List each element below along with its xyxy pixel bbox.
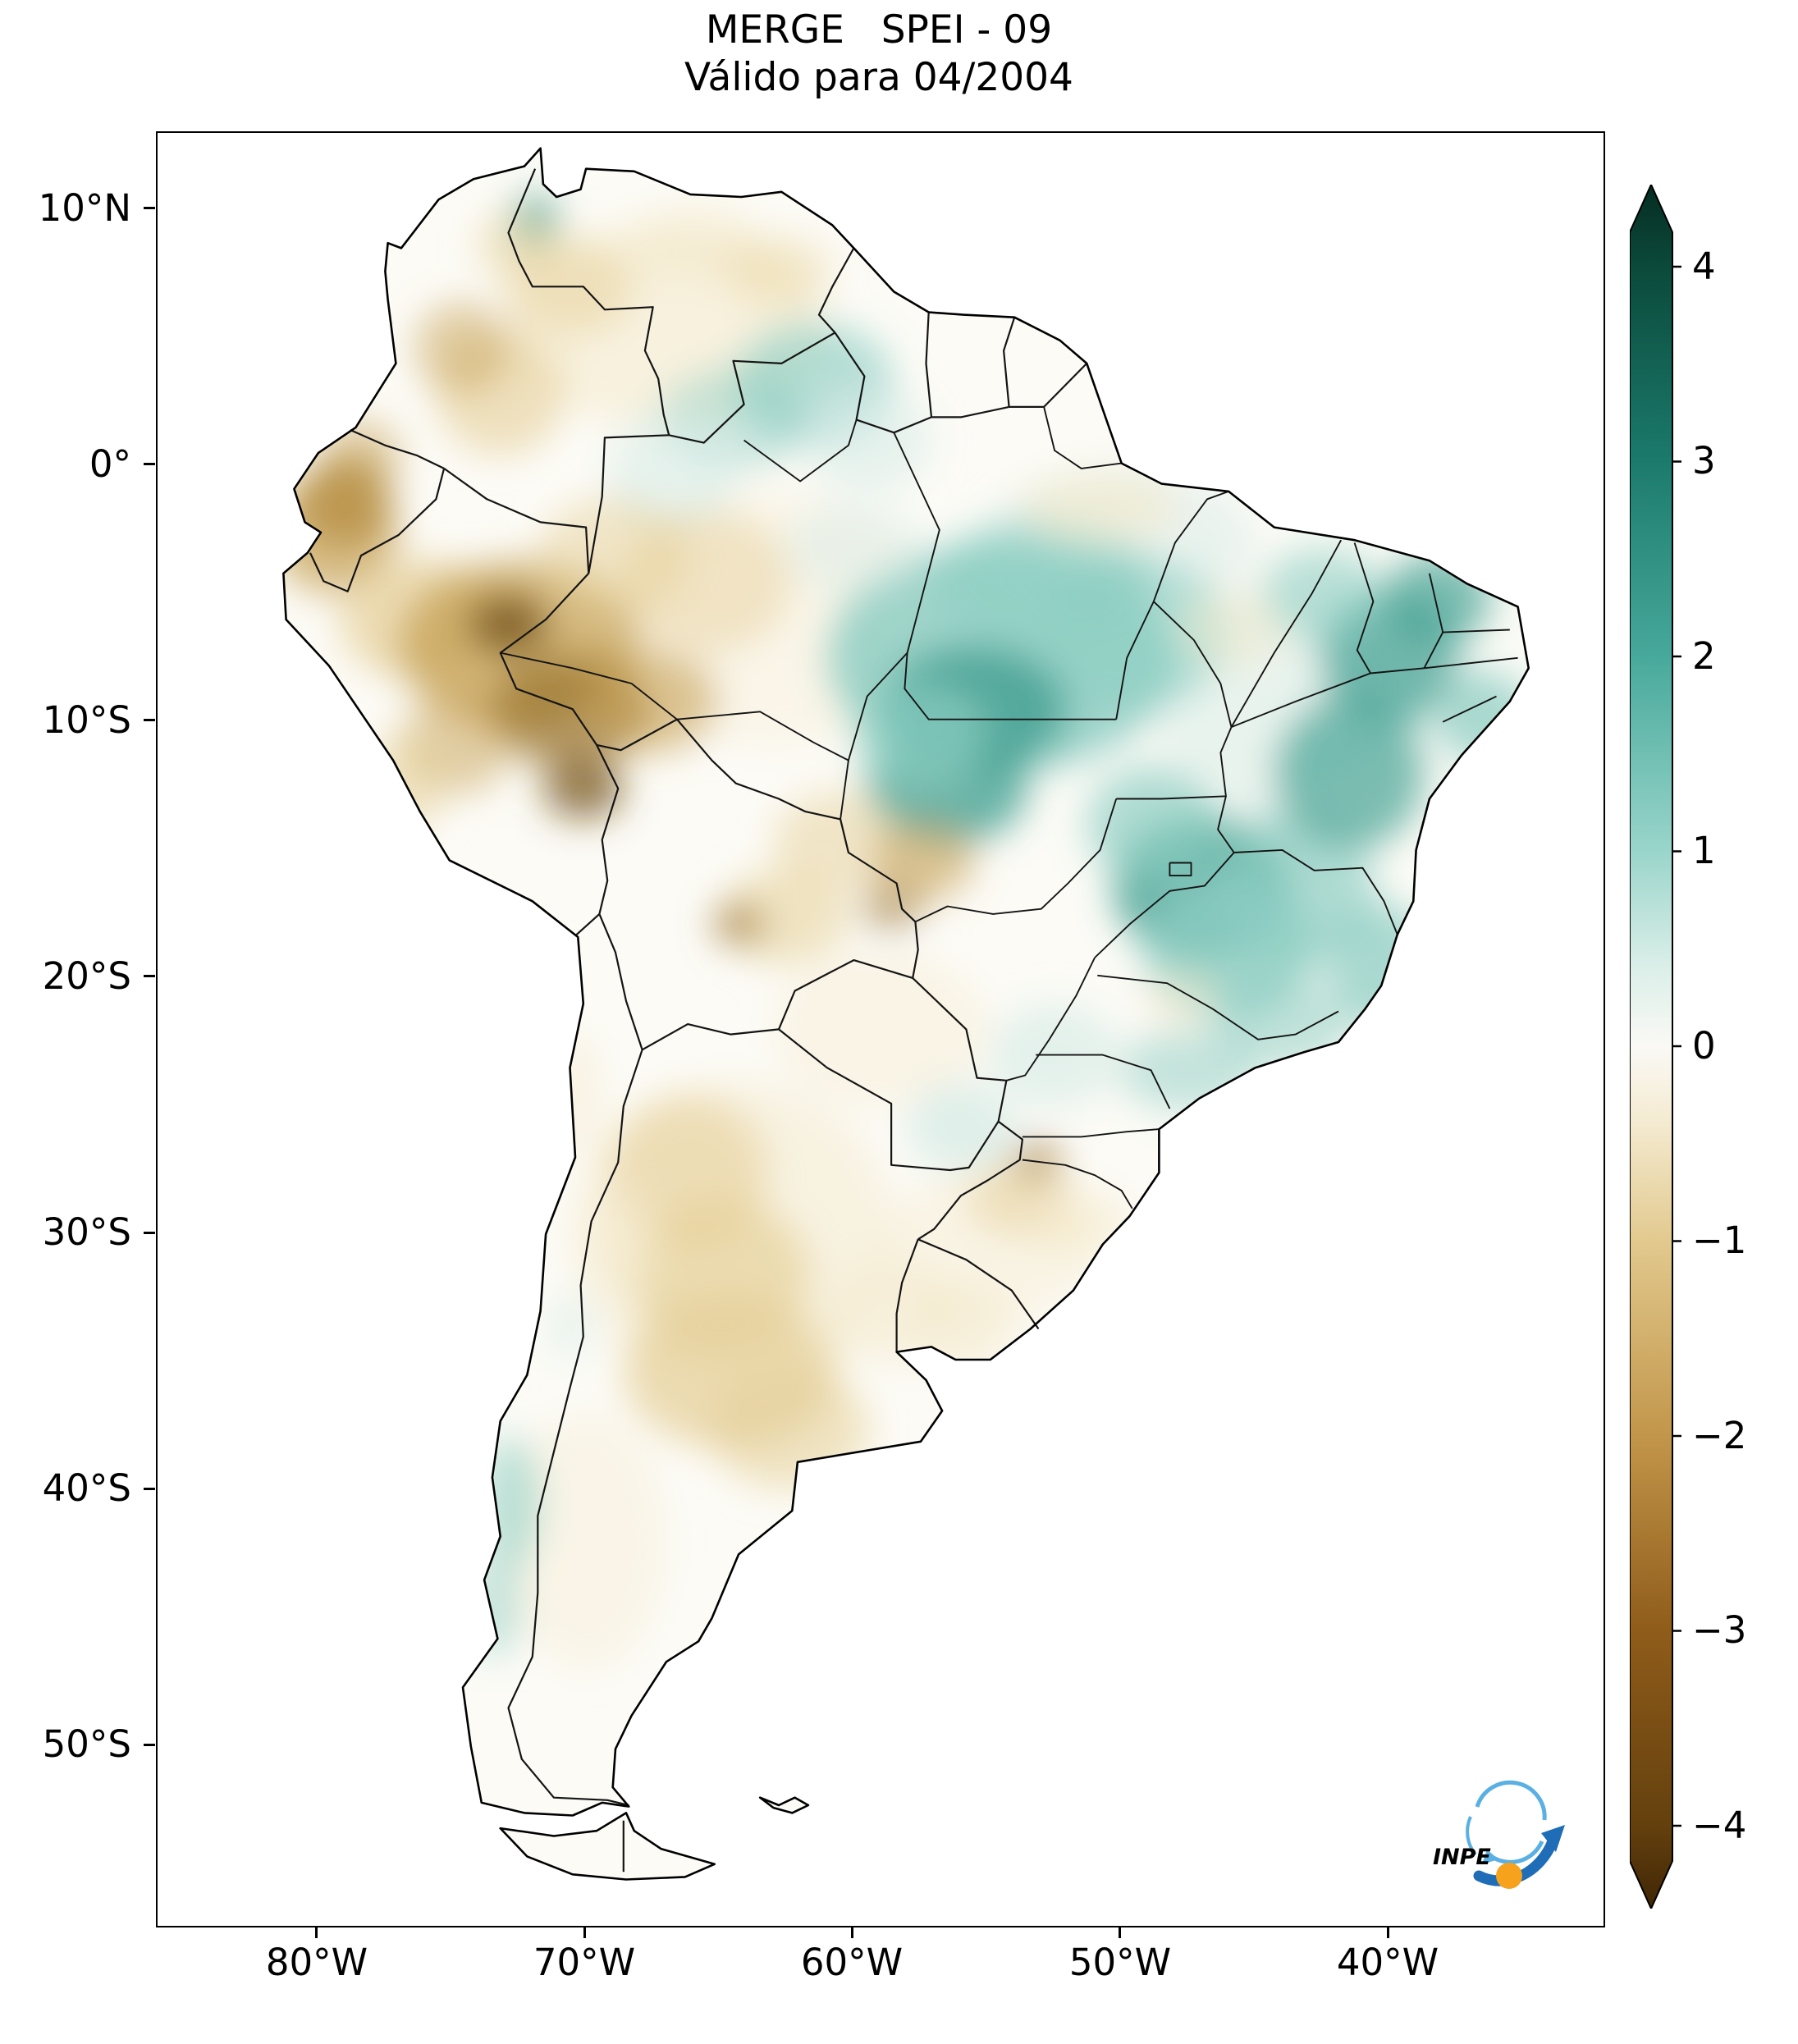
- y-axis-tick: [144, 463, 155, 465]
- colorbar-bar: [1629, 182, 1673, 1911]
- y-axis-tick: [144, 1488, 155, 1490]
- y-axis-label: 20°S: [42, 954, 131, 998]
- y-axis-label: 10°N: [38, 186, 131, 230]
- inpe-logo-swirl: [1466, 1780, 1565, 1889]
- colorbar-svg: [1629, 182, 1681, 1911]
- x-axis-label: 60°W: [800, 1941, 904, 1984]
- colorbar-label: −4: [1692, 1804, 1747, 1847]
- y-axis-tick: [144, 207, 155, 209]
- y-axis-label: 10°S: [42, 698, 131, 742]
- colorbar-label: 0: [1692, 1024, 1716, 1068]
- south-america-spei-map: [282, 147, 1530, 1881]
- y-axis-label: 40°S: [42, 1466, 131, 1510]
- y-axis-label: 50°S: [42, 1722, 131, 1766]
- title-block: MERGE SPEI - 09 Válido para 04/2004: [156, 7, 1602, 102]
- colorbar: [1629, 182, 1691, 1912]
- x-axis-label: 80°W: [265, 1941, 368, 1984]
- colorbar-label: −1: [1692, 1219, 1747, 1262]
- x-axis-label: 40°W: [1336, 1941, 1439, 1984]
- y-axis-tick: [144, 1744, 155, 1746]
- x-axis-tick: [583, 1927, 586, 1938]
- colorbar-label: 4: [1692, 245, 1716, 288]
- blue-arrow: [1473, 1836, 1558, 1886]
- colorbar-label: 2: [1692, 634, 1716, 678]
- spei-field: [283, 194, 1529, 1670]
- coastline: [282, 147, 1530, 1881]
- orange-dot: [1496, 1863, 1522, 1889]
- country-borders: [309, 168, 1088, 1873]
- state-borders: [500, 406, 1518, 1209]
- x-axis-tick: [1119, 1927, 1121, 1938]
- y-axis-tick: [144, 1232, 155, 1234]
- figure-subtitle: Válido para 04/2004: [684, 55, 1073, 100]
- swirl-arrowhead: [1482, 1850, 1498, 1864]
- figure-title: MERGE SPEI - 09: [705, 7, 1053, 53]
- y-axis-tick: [144, 975, 155, 977]
- x-axis-tick: [851, 1927, 853, 1938]
- y-axis-label: 30°S: [42, 1210, 131, 1254]
- map-plot-area: INPE: [156, 131, 1605, 1927]
- x-axis-tick: [315, 1927, 318, 1938]
- y-axis-tick: [144, 719, 155, 721]
- colorbar-label: −3: [1692, 1608, 1747, 1652]
- colorbar-label: −2: [1692, 1414, 1747, 1457]
- colorbar-label: 3: [1692, 439, 1716, 482]
- inpe-logo: INPE: [1433, 1780, 1565, 1889]
- x-axis-tick: [1387, 1927, 1389, 1938]
- x-axis-label: 50°W: [1068, 1941, 1172, 1984]
- colorbar-ticks: [1672, 265, 1681, 1827]
- blue-arrowhead: [1541, 1825, 1565, 1852]
- y-axis-label: 0°: [89, 442, 131, 486]
- inpe-logo-text: INPE: [1433, 1845, 1491, 1870]
- colorbar-label: 1: [1692, 829, 1716, 872]
- x-axis-label: 70°W: [533, 1941, 636, 1984]
